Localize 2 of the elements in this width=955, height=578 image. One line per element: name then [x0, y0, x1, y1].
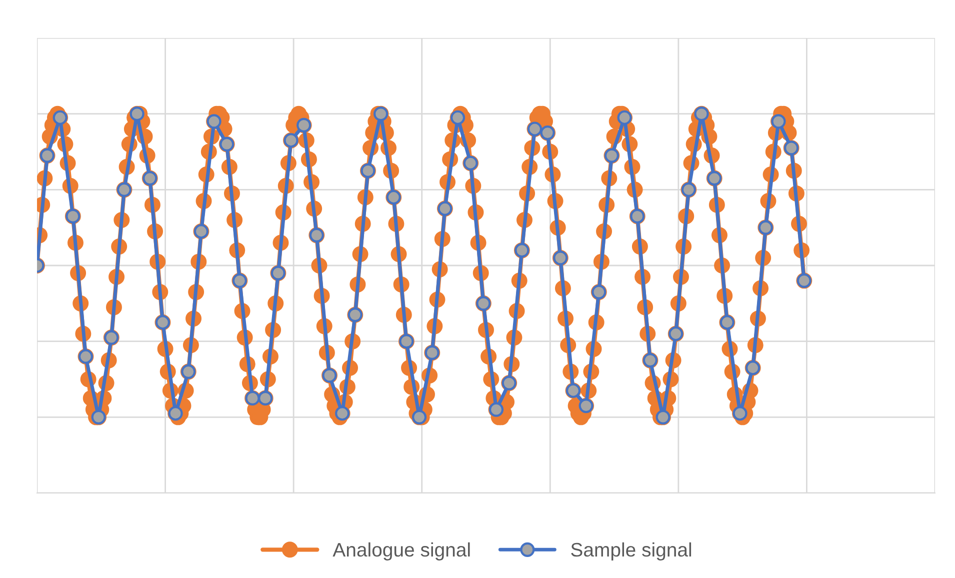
legend-label: Analogue signal [332, 542, 470, 560]
legend-label: Sample signal [571, 542, 692, 560]
